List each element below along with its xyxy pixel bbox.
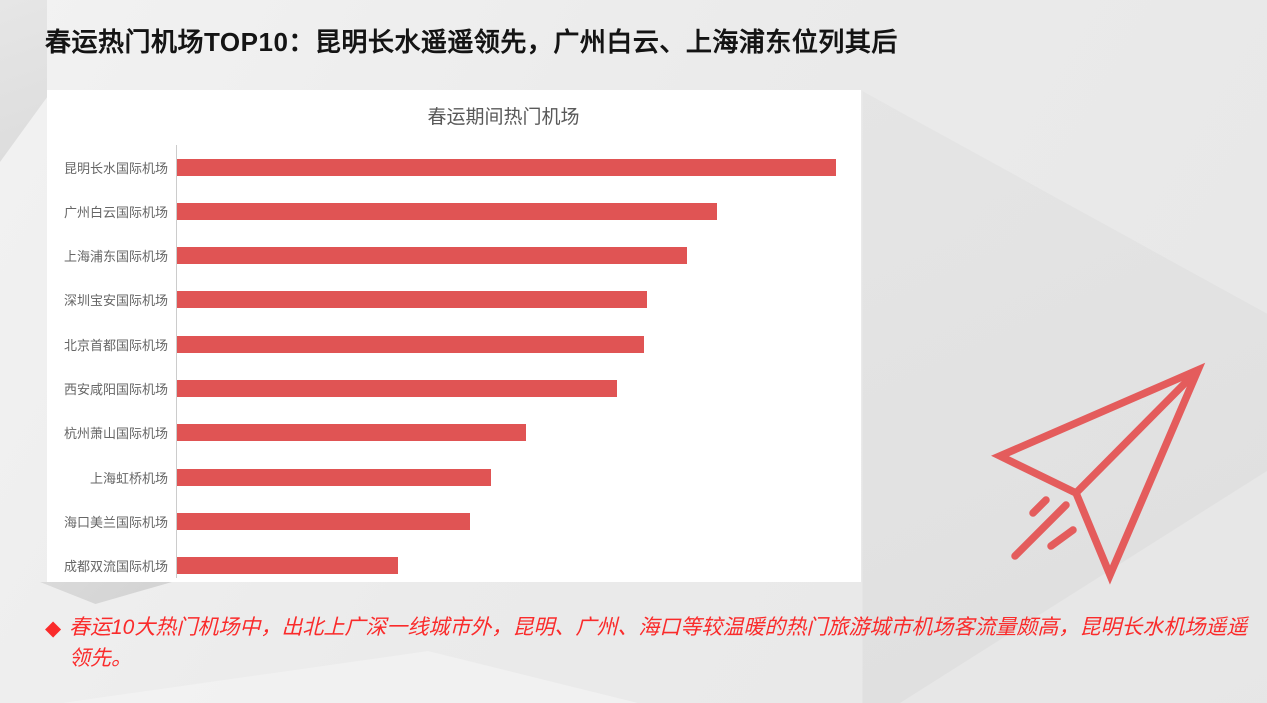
- bar-2: [177, 202, 717, 220]
- footnote-text: 春运10大热门机场中，出北上广深一线城市外，昆明、广州、海口等较温暖的热门旅游城…: [69, 616, 1248, 670]
- bar-track: [168, 291, 861, 309]
- bar-track: [168, 424, 861, 442]
- bar-3: [177, 247, 688, 265]
- bar-track: [168, 158, 861, 176]
- bar-7: [177, 424, 527, 442]
- y-axis-label: 昆明长水国际机场: [63, 160, 168, 176]
- y-axis-label: 西安咸阳国际机场: [63, 382, 168, 398]
- chart-row: 北京首都国际机场: [47, 333, 861, 355]
- bar-5: [177, 335, 645, 353]
- bar-6: [177, 380, 618, 398]
- y-axis-label: 海口美兰国际机场: [63, 515, 168, 531]
- y-axis-label: 广州白云国际机场: [63, 204, 168, 220]
- chart-row: 上海浦东国际机场: [47, 245, 861, 267]
- bar-track: [168, 335, 861, 353]
- chart-row: 西安咸阳国际机场: [47, 378, 861, 400]
- chart-title: 春运期间热门机场: [427, 107, 580, 128]
- bar-track: [168, 202, 861, 220]
- chart-row: 杭州萧山国际机场: [47, 422, 861, 444]
- bar-track: [168, 380, 861, 398]
- y-axis-line: [176, 145, 177, 578]
- chart-row: 深圳宝安国际机场: [47, 289, 861, 311]
- diamond-bullet-icon: ◆: [45, 617, 62, 640]
- bar-1: [177, 158, 836, 176]
- bar-8: [177, 468, 491, 486]
- chart-row: 成都双流国际机场: [47, 555, 861, 577]
- footnote: ◆ 春运10大热门机场中，出北上广深一线城市外，昆明、广州、海口等较温暖的热门旅…: [45, 612, 1264, 674]
- y-axis-label: 北京首都国际机场: [63, 337, 168, 353]
- y-axis-label: 深圳宝安国际机场: [63, 293, 168, 309]
- chart-row: 上海虹桥机场: [47, 466, 861, 488]
- paper-plane-icon: [988, 353, 1220, 595]
- y-axis-label: 上海虹桥机场: [89, 470, 168, 486]
- bar-10: [177, 557, 398, 575]
- y-axis-label: 成都双流国际机场: [63, 559, 168, 575]
- bar-track: [168, 468, 861, 486]
- chart-row: 海口美兰国际机场: [47, 511, 861, 533]
- page-title: 春运热门机场TOP10：昆明长水遥遥领先，广州白云、上海浦东位列其后: [45, 27, 898, 57]
- bar-9: [177, 513, 471, 531]
- y-axis-label: 杭州萧山国际机场: [63, 426, 168, 442]
- chart-panel: 春运期间热门机场 昆明长水国际机场 广州白云国际机场 上海浦东国际机场 深圳宝安国际机…: [47, 90, 861, 582]
- bg-corner-fold-shape: [0, 0, 47, 162]
- bar-track: [168, 247, 861, 265]
- bar-track: [168, 513, 861, 531]
- bar-track: [168, 557, 861, 575]
- bg-panel-shadow-wedge: [40, 582, 172, 604]
- chart-row: 广州白云国际机场: [47, 200, 861, 222]
- y-axis-label: 上海浦东国际机场: [63, 249, 168, 265]
- bar-4: [177, 291, 647, 309]
- chart-row: 昆明长水国际机场: [47, 156, 861, 178]
